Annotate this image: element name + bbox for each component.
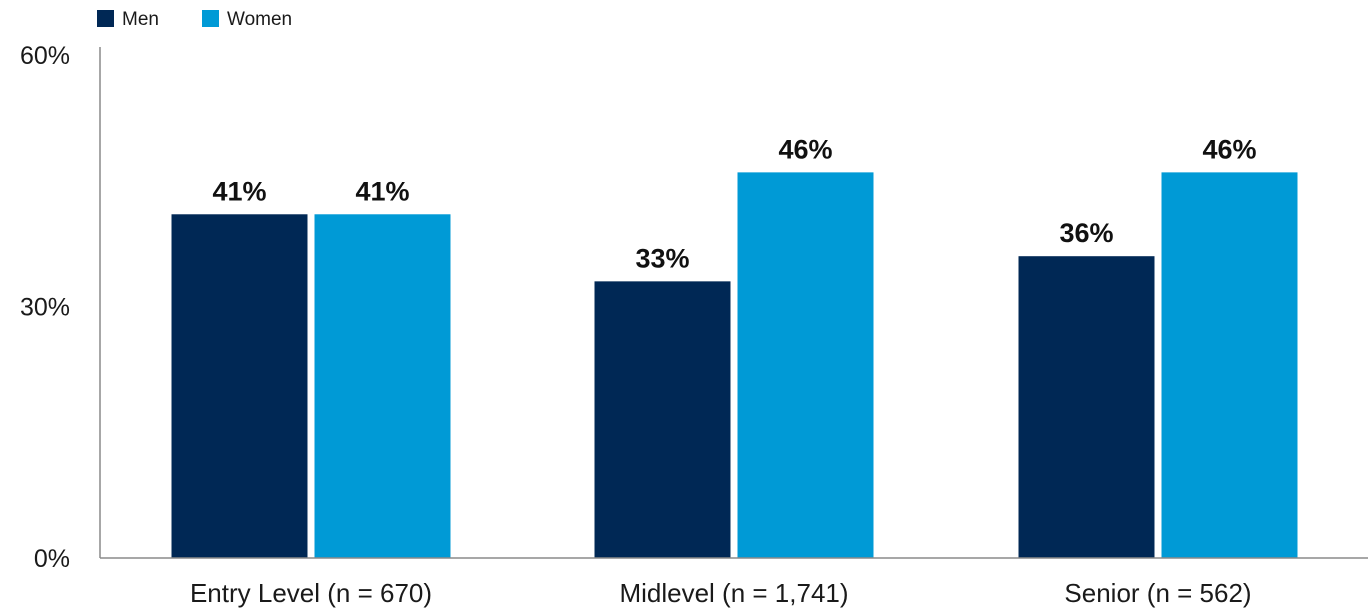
data-label: 36% <box>1059 218 1113 248</box>
bar-men <box>594 281 731 558</box>
y-tick-label: 60% <box>20 42 70 70</box>
data-label: 46% <box>1202 134 1256 164</box>
data-label: 41% <box>212 176 266 206</box>
legend-swatch-women <box>202 10 219 27</box>
data-label: 46% <box>778 134 832 164</box>
legend: Men Women <box>97 9 292 30</box>
legend-label-women: Women <box>227 9 292 30</box>
bar-women <box>1161 172 1298 558</box>
bar-women <box>314 214 451 559</box>
bar-men <box>171 214 308 559</box>
x-axis: Entry Level (n = 670) Midlevel (n = 1,741… <box>100 557 1368 608</box>
bar-women <box>737 172 874 558</box>
y-tick-label: 0% <box>34 545 70 573</box>
legend-swatch-men <box>97 10 114 27</box>
bar-men <box>1018 256 1155 558</box>
category-label: Entry Level (n = 670) <box>190 578 432 608</box>
category-label: Senior (n = 562) <box>1064 578 1251 608</box>
y-axis: 0% 30% 60% <box>20 42 101 573</box>
y-tick-label: 30% <box>20 294 70 322</box>
bars: 41% 41% 33% 46% 36% 46% <box>171 134 1298 559</box>
category-label: Midlevel (n = 1,741) <box>619 578 848 608</box>
data-label: 41% <box>355 176 409 206</box>
legend-label-men: Men <box>122 9 159 30</box>
data-label: 33% <box>635 243 689 273</box>
